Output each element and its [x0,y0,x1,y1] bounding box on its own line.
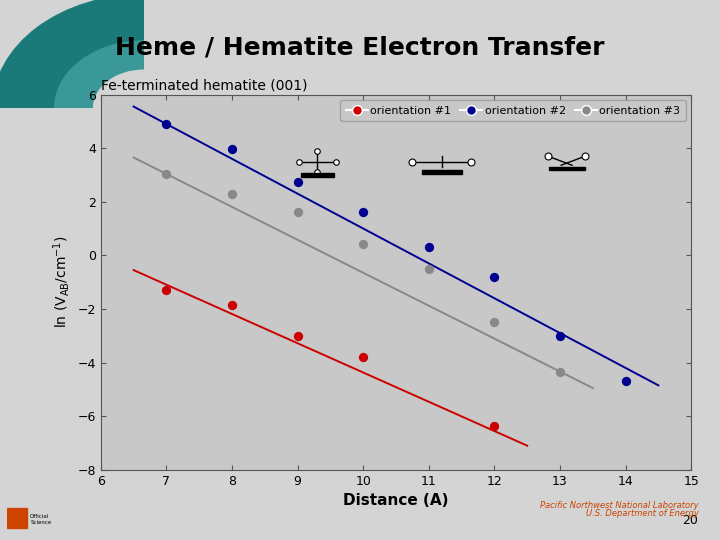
Legend: orientation #1, orientation #2, orientation #3: orientation #1, orientation #2, orientat… [341,100,685,121]
Point [292,207,303,216]
Point [292,332,303,340]
Text: 20: 20 [683,514,698,526]
Wedge shape [55,41,144,108]
Point [423,242,435,251]
Point [554,368,566,376]
Point [357,240,369,248]
Point [226,301,238,309]
Y-axis label: ln (V$_{\mathregular{AB}}$/cm$^{-1}$): ln (V$_{\mathregular{AB}}$/cm$^{-1}$) [51,236,72,328]
Text: U.S. Department of Energy: U.S. Department of Energy [585,509,698,518]
Wedge shape [0,0,144,108]
Point [423,265,435,273]
Text: Fe-terminated hematite (001): Fe-terminated hematite (001) [101,78,307,92]
Point [226,190,238,199]
Text: Heme / Hematite Electron Transfer: Heme / Hematite Electron Transfer [115,35,605,59]
Point [620,377,631,386]
Text: Official
Science: Official Science [30,514,52,525]
Point [357,353,369,362]
Point [357,208,369,217]
Point [554,332,566,340]
Bar [7,508,27,528]
Point [489,318,500,327]
Point [161,120,172,129]
Text: Pacific Northwest National Laboratory: Pacific Northwest National Laboratory [540,501,698,510]
Bar [549,167,585,170]
Bar [301,173,333,177]
Wedge shape [94,70,144,108]
Bar [422,170,462,173]
Point [292,177,303,186]
Point [161,170,172,179]
Point [161,286,172,294]
X-axis label: Distance (A): Distance (A) [343,493,449,508]
Point [489,273,500,281]
Point [489,421,500,430]
Point [226,145,238,154]
